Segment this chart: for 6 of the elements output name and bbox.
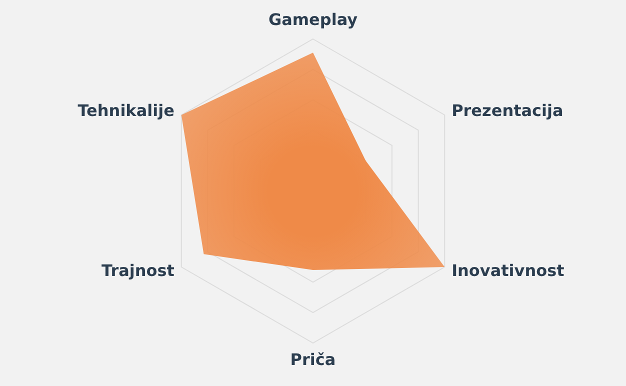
- spoke-label: Priča: [290, 350, 336, 369]
- spoke-label: Trajnost: [102, 261, 175, 280]
- spoke-label: Tehnikalije: [78, 101, 175, 120]
- spoke-label: Prezentacija: [452, 101, 564, 120]
- spoke-label: Gameplay: [268, 10, 358, 29]
- spoke-label: Inovativnost: [452, 261, 565, 280]
